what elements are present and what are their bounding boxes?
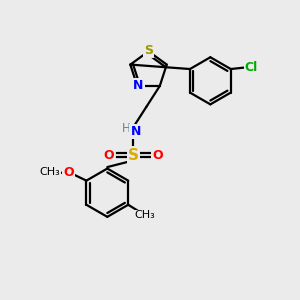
Text: H: H	[122, 122, 130, 135]
Text: Cl: Cl	[245, 61, 258, 74]
Text: O: O	[63, 166, 74, 179]
Text: N: N	[130, 125, 141, 138]
Text: S: S	[144, 44, 153, 57]
Text: N: N	[133, 80, 144, 92]
Text: S: S	[128, 148, 139, 163]
Text: CH₃: CH₃	[39, 167, 60, 177]
Text: O: O	[152, 149, 163, 162]
Text: CH₃: CH₃	[134, 210, 155, 220]
Text: O: O	[104, 149, 114, 162]
